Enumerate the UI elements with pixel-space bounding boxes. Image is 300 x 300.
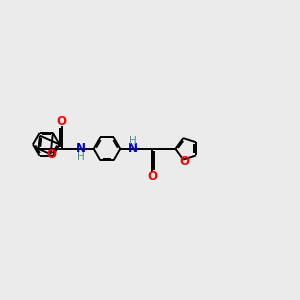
Text: H: H [129, 136, 137, 146]
Text: O: O [56, 115, 67, 128]
Text: N: N [76, 142, 86, 155]
Text: O: O [46, 148, 56, 161]
Text: N: N [128, 142, 138, 155]
Text: H: H [77, 152, 85, 162]
Text: O: O [180, 154, 190, 167]
Text: O: O [147, 169, 158, 183]
